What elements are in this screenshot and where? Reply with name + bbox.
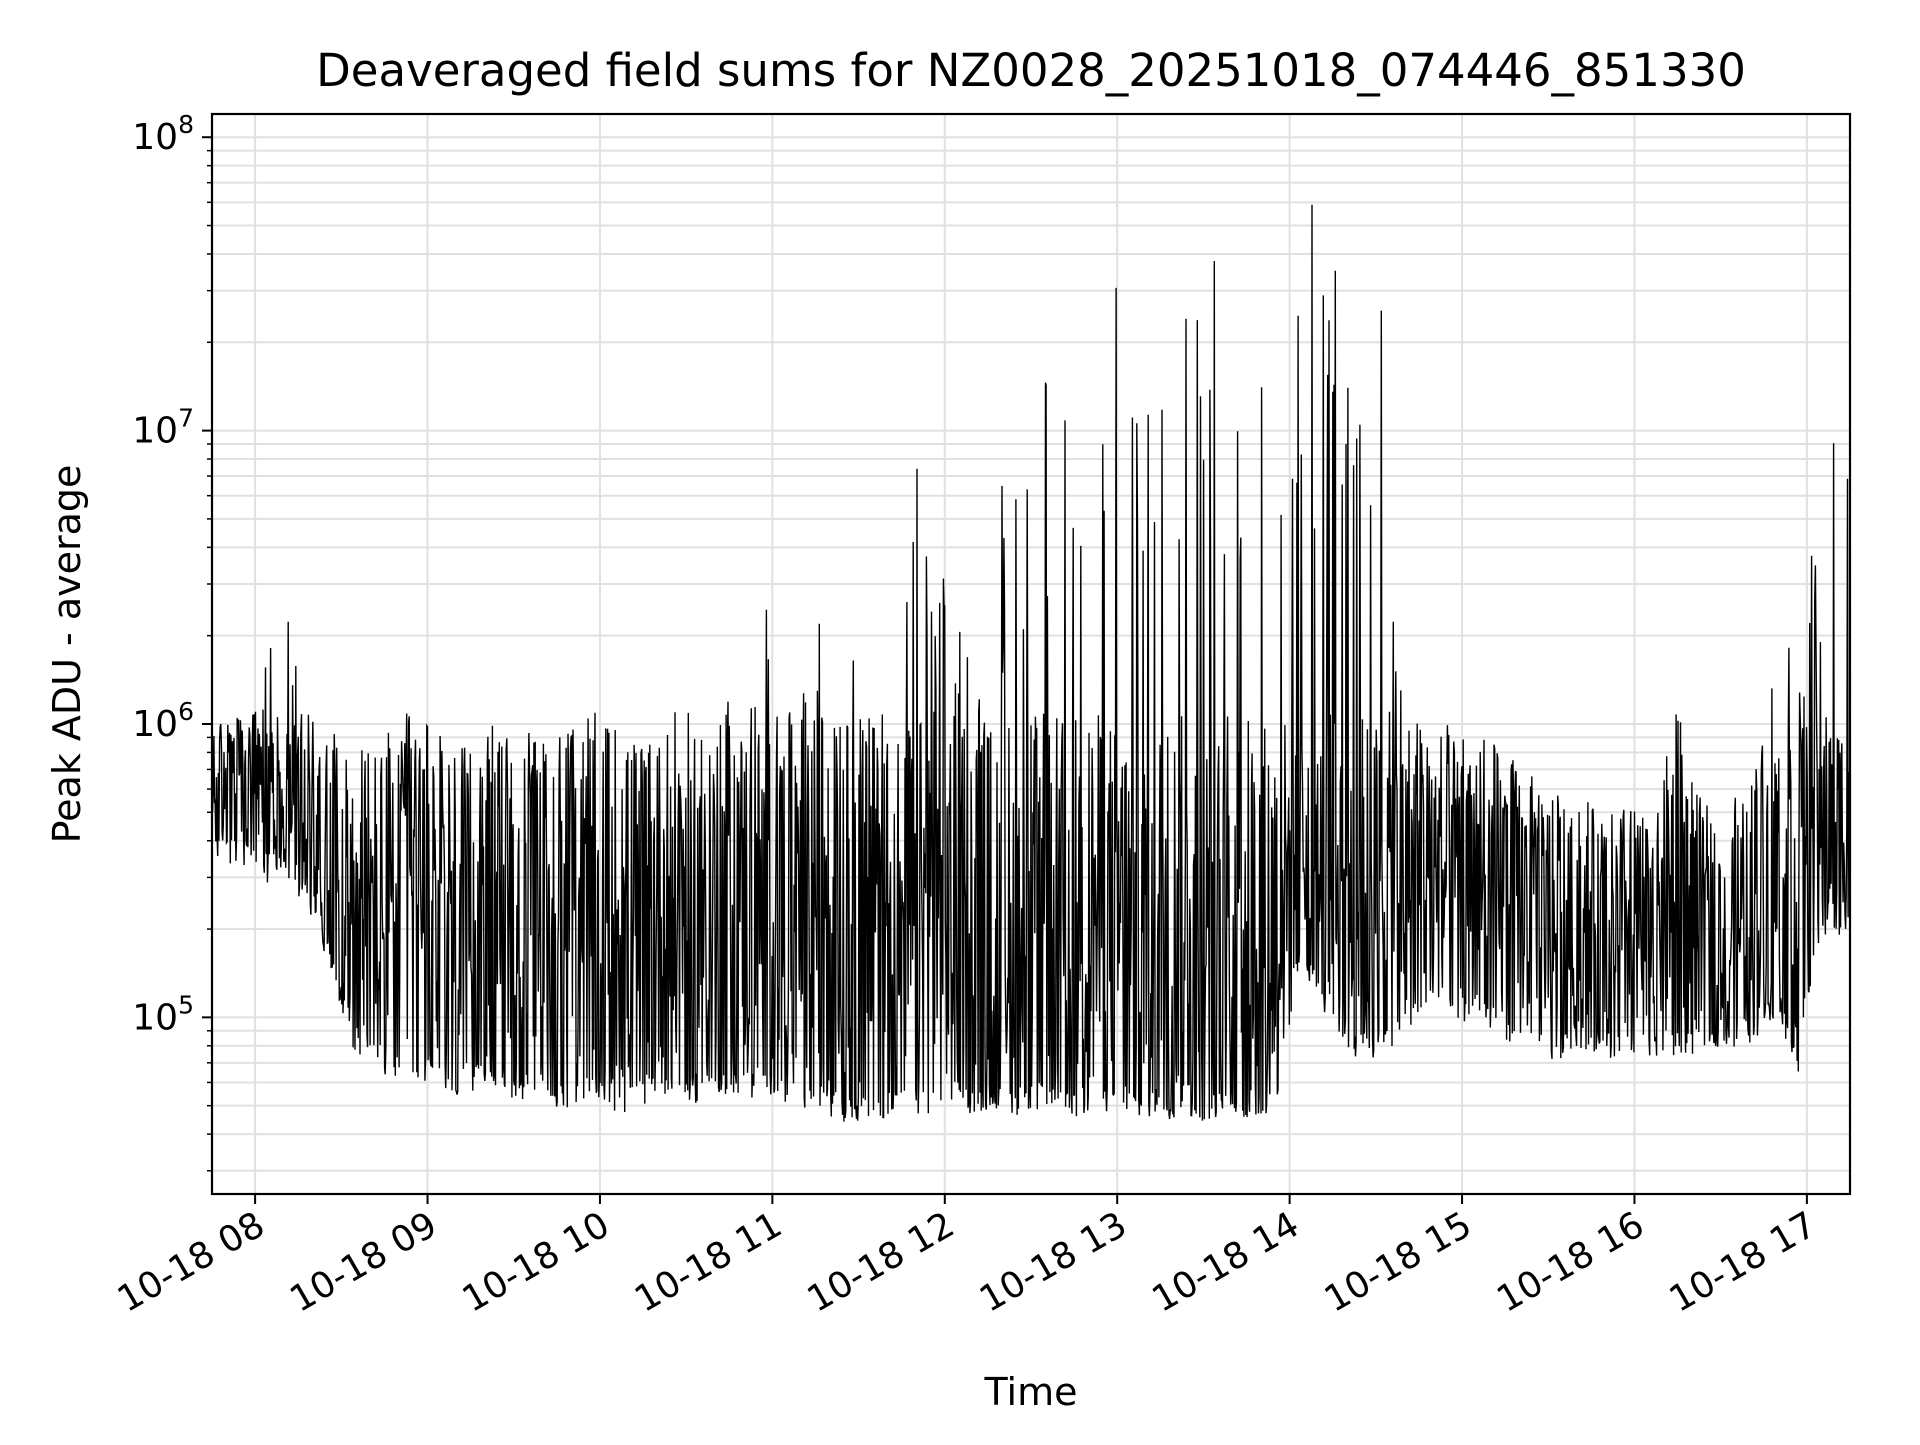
y-tick-exponent: 8	[178, 110, 194, 139]
y-tick-exponent: 5	[178, 990, 194, 1019]
chart-title: Deaveraged field sums for NZ0028_2025101…	[316, 44, 1746, 97]
axes-frame	[210, 112, 1852, 1196]
x-axis-label: Time	[984, 1370, 1078, 1414]
y-tick-base: 10	[132, 411, 178, 452]
y-tick-exponent: 6	[178, 697, 194, 726]
y-tick-exponent: 7	[178, 404, 194, 433]
plot-area	[211, 204, 1851, 1122]
y-tick-base: 10	[132, 117, 178, 158]
y-tick-label: 106	[132, 697, 194, 745]
y-tick-label: 105	[132, 990, 194, 1038]
y-tick-label: 107	[132, 404, 194, 452]
y-axis-label: Peak ADU - average	[45, 465, 89, 844]
y-tick-base: 10	[132, 704, 178, 745]
y-tick-label: 108	[132, 110, 194, 158]
series-line	[211, 204, 1851, 1122]
y-tick-base: 10	[132, 997, 178, 1038]
